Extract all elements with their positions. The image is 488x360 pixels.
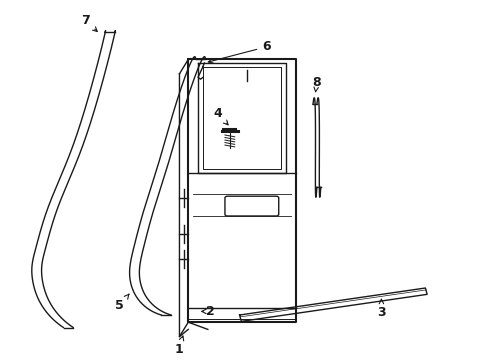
- Text: 1: 1: [174, 336, 183, 356]
- Text: 4: 4: [213, 107, 227, 125]
- Text: 5: 5: [115, 294, 129, 312]
- Text: 6: 6: [208, 40, 270, 63]
- Text: 7: 7: [81, 14, 97, 31]
- Text: 3: 3: [376, 299, 385, 319]
- Text: 2: 2: [202, 305, 214, 318]
- Text: 8: 8: [312, 76, 321, 92]
